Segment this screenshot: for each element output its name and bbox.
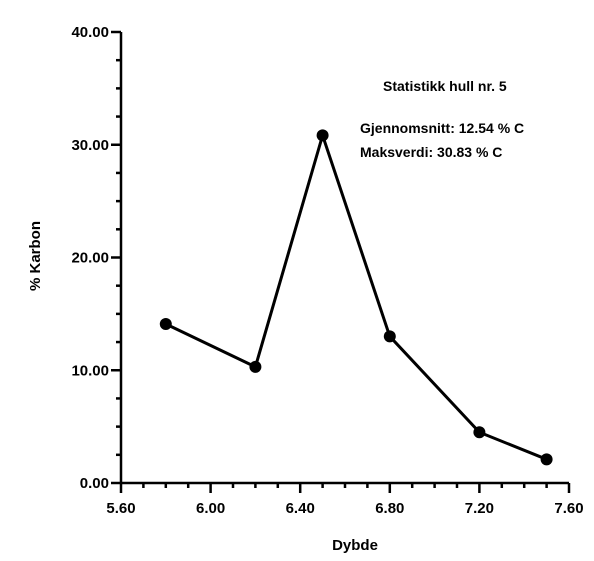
series xyxy=(159,129,553,466)
data-point xyxy=(540,453,553,466)
data-point xyxy=(316,129,329,142)
x-tick-label: 7.20 xyxy=(465,500,494,517)
data-point xyxy=(383,330,396,343)
y-axis: 0.00 10.00 20.00 30.00 40.00 xyxy=(71,24,123,492)
y-tick-label: 30.00 xyxy=(71,137,109,154)
data-point xyxy=(473,426,486,439)
x-tick-label: 5.60 xyxy=(106,500,135,517)
stats-max: Maksverdi: 30.83 % C xyxy=(360,144,502,160)
x-tick-label: 6.40 xyxy=(286,500,315,517)
y-tick-label: 0.00 xyxy=(80,475,109,492)
y-tick-label: 10.00 xyxy=(71,362,109,379)
x-axis: 5.60 6.00 6.40 6.80 7.20 7.60 xyxy=(106,481,584,517)
y-tick-label: 20.00 xyxy=(71,250,109,267)
data-point xyxy=(249,360,262,373)
data-point xyxy=(159,318,172,331)
x-tick-label: 6.00 xyxy=(196,500,225,517)
x-tick-label: 7.60 xyxy=(554,500,583,517)
stats-mean: Gjennomsnitt: 12.54 % C xyxy=(360,120,524,136)
y-tick-label: 40.00 xyxy=(71,24,109,41)
x-tick-label: 6.80 xyxy=(375,500,404,517)
y-axis-title: % Karbon xyxy=(27,221,44,291)
x-axis-title: Dybde xyxy=(332,537,378,554)
stats-title: Statistikk hull nr. 5 xyxy=(383,78,507,94)
series-line xyxy=(165,130,548,461)
